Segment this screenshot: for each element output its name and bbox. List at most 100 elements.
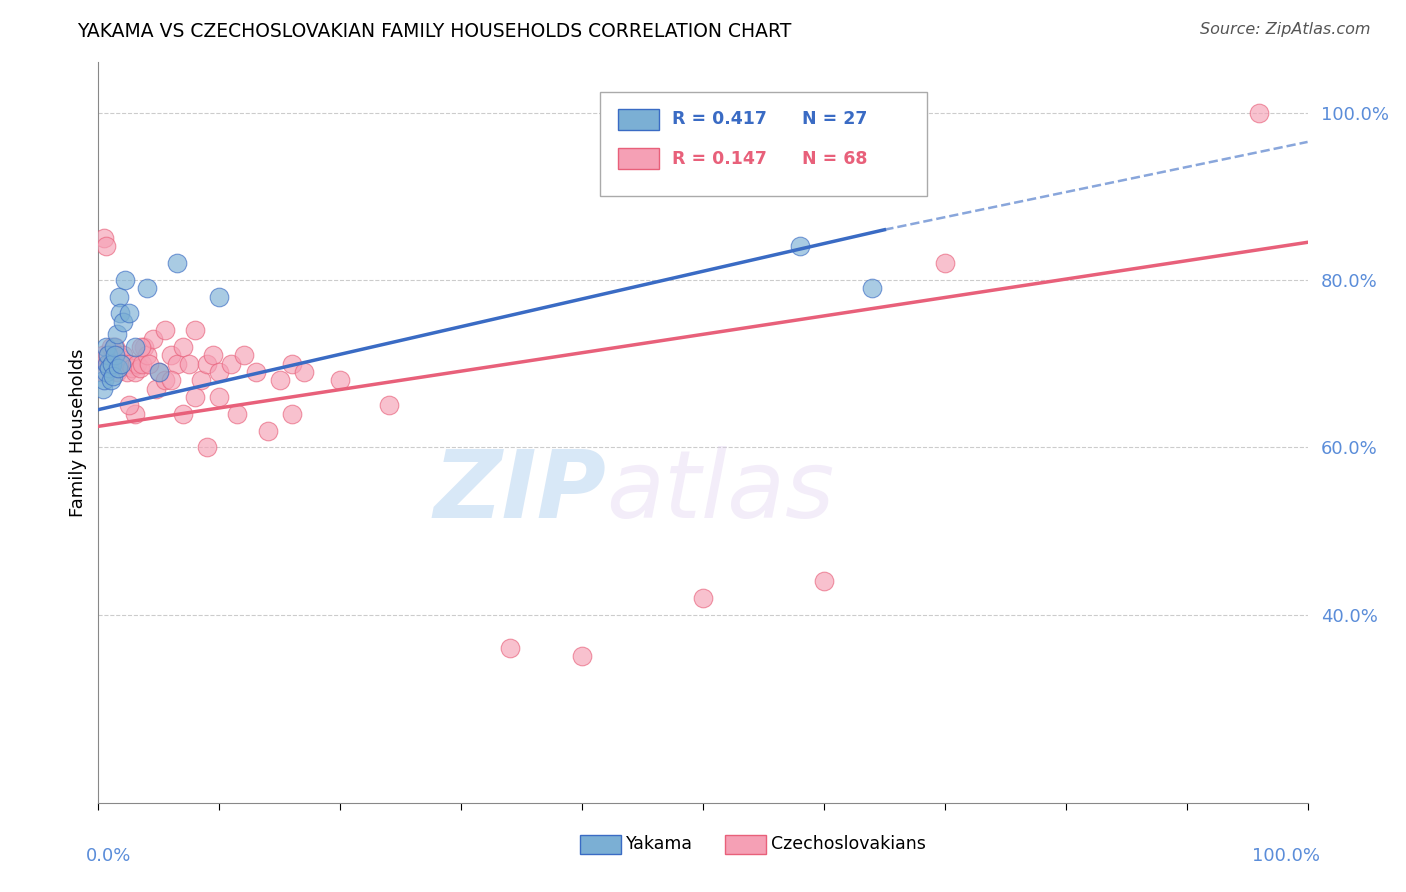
Point <box>111 315 134 329</box>
Text: Czechoslovakians: Czechoslovakians <box>770 835 925 853</box>
Point <box>105 365 128 379</box>
FancyBboxPatch shape <box>579 835 621 854</box>
Point <box>692 591 714 605</box>
Point <box>108 360 131 375</box>
Point <box>145 382 167 396</box>
Point <box>118 357 141 371</box>
Point <box>91 348 114 362</box>
Point <box>148 365 170 379</box>
Point <box>118 399 141 413</box>
Point <box>208 390 231 404</box>
Point <box>103 357 125 371</box>
Point <box>91 382 114 396</box>
Point <box>100 340 122 354</box>
Point <box>103 340 125 354</box>
Point <box>135 348 157 362</box>
Point <box>208 365 231 379</box>
Point <box>94 239 117 253</box>
Point <box>101 348 124 362</box>
Point <box>172 407 194 421</box>
Point <box>97 348 120 362</box>
Point <box>153 323 176 337</box>
Point <box>108 290 131 304</box>
Point <box>124 340 146 354</box>
Point <box>96 357 118 371</box>
Point <box>128 360 150 375</box>
Point <box>104 348 127 362</box>
Point <box>134 340 156 354</box>
Point <box>98 360 121 375</box>
Text: ZIP: ZIP <box>433 446 606 538</box>
Point <box>93 373 115 387</box>
Point <box>292 365 315 379</box>
Text: 0.0%: 0.0% <box>86 847 132 865</box>
Point <box>160 373 183 387</box>
Point <box>190 373 212 387</box>
Point <box>789 239 811 253</box>
Point <box>129 340 152 354</box>
Point <box>184 390 207 404</box>
Point <box>100 357 122 371</box>
Point <box>166 357 188 371</box>
Point <box>100 373 122 387</box>
Text: 100.0%: 100.0% <box>1251 847 1320 865</box>
Point <box>110 352 132 367</box>
Text: Yakama: Yakama <box>626 835 693 853</box>
Point <box>571 649 593 664</box>
Point <box>117 365 139 379</box>
Point <box>124 407 146 421</box>
Point <box>138 357 160 371</box>
Point <box>105 327 128 342</box>
Text: YAKAMA VS CZECHOSLOVAKIAN FAMILY HOUSEHOLDS CORRELATION CHART: YAKAMA VS CZECHOSLOVAKIAN FAMILY HOUSEHO… <box>77 22 792 41</box>
FancyBboxPatch shape <box>724 835 766 854</box>
Text: R = 0.147: R = 0.147 <box>672 150 766 168</box>
Point <box>111 348 134 362</box>
Point <box>245 365 267 379</box>
Point <box>93 231 115 245</box>
Point <box>121 360 143 375</box>
Point <box>94 365 117 379</box>
Point <box>148 365 170 379</box>
Text: atlas: atlas <box>606 446 835 537</box>
Point <box>97 348 120 362</box>
Point <box>498 640 520 655</box>
Text: R = 0.417: R = 0.417 <box>672 111 766 128</box>
Y-axis label: Family Households: Family Households <box>69 349 87 516</box>
Point <box>94 340 117 354</box>
Point <box>91 365 114 379</box>
Point <box>160 348 183 362</box>
Point <box>1249 105 1271 120</box>
Point <box>256 424 278 438</box>
FancyBboxPatch shape <box>600 92 927 195</box>
Point <box>232 348 254 362</box>
Text: N = 27: N = 27 <box>803 111 868 128</box>
Point <box>124 365 146 379</box>
Point <box>281 357 304 371</box>
Point <box>142 331 165 345</box>
Point <box>934 256 956 270</box>
Point <box>104 340 127 354</box>
Point <box>153 373 176 387</box>
FancyBboxPatch shape <box>619 109 659 130</box>
Point <box>96 357 118 371</box>
Point <box>221 357 243 371</box>
Point <box>226 407 249 421</box>
FancyBboxPatch shape <box>619 148 659 169</box>
Point <box>195 440 218 454</box>
Point <box>179 357 201 371</box>
Point <box>110 357 132 371</box>
Point <box>114 357 136 371</box>
Text: Source: ZipAtlas.com: Source: ZipAtlas.com <box>1201 22 1371 37</box>
Point <box>202 348 225 362</box>
Point <box>208 290 231 304</box>
Point <box>131 357 153 371</box>
Point <box>172 340 194 354</box>
Point <box>329 373 352 387</box>
Point <box>377 399 399 413</box>
Point <box>108 357 131 371</box>
Point <box>135 281 157 295</box>
Point <box>281 407 304 421</box>
Point <box>101 369 124 384</box>
Point <box>166 256 188 270</box>
Point <box>114 273 136 287</box>
